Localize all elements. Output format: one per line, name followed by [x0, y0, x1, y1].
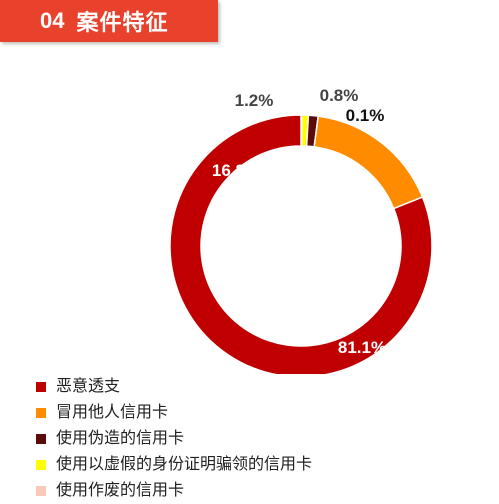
section-number: 04 [40, 8, 65, 33]
legend-label: 使用以虚假的身份证明骗领的信用卡 [56, 456, 313, 473]
legend-item: 使用以虚假的身份证明骗领的信用卡 [36, 452, 312, 478]
data-label-0: 81.1% [338, 338, 386, 357]
legend-swatch [36, 382, 46, 392]
legend-swatch [36, 486, 46, 496]
legend-label: 冒用他人信用卡 [56, 404, 169, 421]
legend-label: 使用作废的信用卡 [56, 482, 185, 499]
section-header: 04 案件特征 [0, 0, 218, 42]
donut-chart: 81.1% 16.8% 1.2% 0.8%0.1% [169, 86, 433, 374]
section-title: 案件特征 [76, 10, 169, 35]
legend-swatch [36, 460, 46, 470]
slice-0 [169, 114, 433, 374]
legend-item: 使用伪造的信用卡 [36, 426, 312, 452]
data-label-4: 0.1% [346, 106, 385, 125]
legend-swatch [36, 408, 46, 418]
legend-item: 恶意透支 [36, 374, 312, 400]
legend-label: 恶意透支 [56, 378, 121, 395]
slice-1 [313, 115, 424, 210]
legend-swatch [36, 434, 46, 444]
legend-item: 使用作废的信用卡 [36, 478, 312, 504]
chart-legend: 恶意透支冒用他人信用卡 使用伪造的信用卡使用以虚假的身份证明骗领的信用卡 使用作废的… [36, 374, 312, 504]
data-label-1: 16.8% [212, 161, 260, 180]
legend-label: 使用伪造的信用卡 [56, 430, 185, 447]
data-label-3: 0.8% [320, 86, 359, 105]
legend-item: 冒用他人信用卡 [36, 400, 312, 426]
data-label-2: 1.2% [235, 91, 274, 110]
